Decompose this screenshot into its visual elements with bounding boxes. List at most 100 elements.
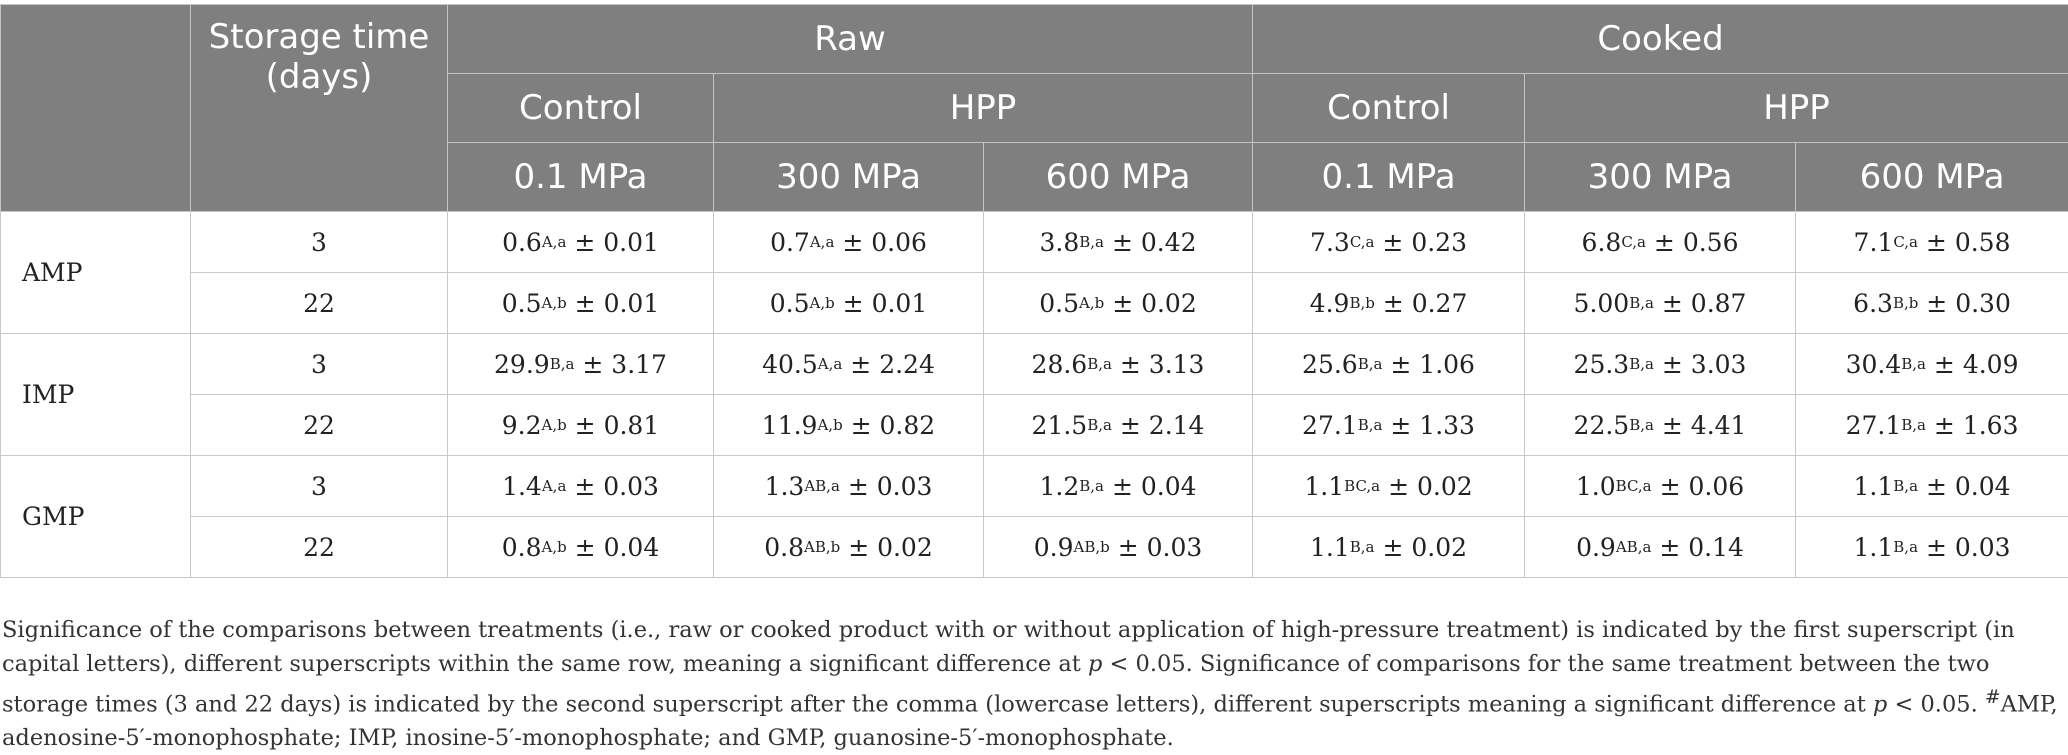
value-cell: 11.9A,b ± 0.82: [714, 395, 984, 456]
significance-superscript: A,b: [1079, 294, 1104, 312]
significance-superscript: C,a: [1621, 233, 1646, 251]
header-raw-300mpa: 300 MPa: [714, 143, 984, 212]
std-error: ± 0.23: [1382, 228, 1467, 257]
mean-value: 0.9: [1576, 533, 1616, 562]
value-cell: 0.6A,a ± 0.01: [448, 212, 714, 273]
std-error: ± 0.01: [574, 228, 659, 257]
value-cell: 1.2B,a ± 0.04: [984, 456, 1253, 517]
std-error: ± 0.02: [1382, 533, 1467, 562]
value-cell: 1.1B,a ± 0.03: [1796, 517, 2068, 578]
std-error: ± 0.82: [851, 411, 936, 440]
value-cell: 1.1BC,a ± 0.02: [1253, 456, 1525, 517]
value-cell: 25.6B,a ± 1.06: [1253, 334, 1525, 395]
std-error: ± 0.81: [575, 411, 660, 440]
std-error: ± 0.01: [843, 289, 928, 318]
mean-value: 1.1: [1310, 533, 1350, 562]
mean-value: 1.4: [502, 472, 542, 501]
mean-value: 3.8: [1040, 228, 1080, 257]
footnote-text-3: < 0.05.: [1887, 691, 1985, 717]
significance-superscript: BC,a: [1616, 477, 1652, 495]
significance-superscript: B,a: [1358, 416, 1383, 434]
value-cell: 1.1B,a ± 0.04: [1796, 456, 2068, 517]
mean-value: 9.2: [502, 411, 542, 440]
storage-time-cell: 3: [191, 456, 448, 517]
storage-time-cell: 22: [191, 517, 448, 578]
mean-value: 29.9: [494, 350, 550, 379]
value-cell: 6.8C,a ± 0.56: [1525, 212, 1796, 273]
significance-superscript: B,a: [1629, 416, 1654, 434]
std-error: ± 0.02: [848, 533, 933, 562]
mean-value: 0.5: [1039, 289, 1079, 318]
std-error: ± 0.27: [1383, 289, 1468, 318]
std-error: ± 3.13: [1120, 350, 1205, 379]
mean-value: 7.1: [1854, 228, 1894, 257]
significance-superscript: B,a: [1358, 355, 1383, 373]
significance-superscript: A,a: [810, 233, 835, 251]
mean-value: 1.1: [1854, 472, 1894, 501]
mean-value: 11.9: [762, 411, 818, 440]
significance-superscript: A,b: [542, 294, 567, 312]
header-cooked: Cooked: [1253, 5, 2068, 74]
std-error: ± 0.03: [1926, 533, 2011, 562]
std-error: ± 0.03: [574, 472, 659, 501]
header-raw: Raw: [448, 5, 1253, 74]
std-error: ± 1.63: [1934, 411, 2019, 440]
value-cell: 27.1B,a ± 1.33: [1253, 395, 1525, 456]
std-error: ± 3.17: [582, 350, 667, 379]
std-error: ± 0.14: [1659, 533, 1744, 562]
header-storage-time: Storage time (days): [191, 5, 448, 212]
std-error: ± 0.03: [848, 472, 933, 501]
std-error: ± 1.06: [1390, 350, 1475, 379]
significance-superscript: AB,b: [1074, 538, 1110, 556]
mean-value: 1.1: [1854, 533, 1894, 562]
significance-superscript: A,b: [542, 416, 567, 434]
mean-value: 4.9: [1310, 289, 1350, 318]
header-cooked-600mpa: 600 MPa: [1796, 143, 2068, 212]
value-cell: 0.5A,b ± 0.02: [984, 273, 1253, 334]
std-error: ± 0.30: [1926, 289, 2011, 318]
value-cell: 6.3B,b ± 0.30: [1796, 273, 2068, 334]
value-cell: 1.0BC,a ± 0.06: [1525, 456, 1796, 517]
mean-value: 28.6: [1032, 350, 1088, 379]
header-cooked-0-1mpa: 0.1 MPa: [1253, 143, 1525, 212]
significance-superscript: A,b: [810, 294, 835, 312]
value-cell: 9.2A,b ± 0.81: [448, 395, 714, 456]
std-error: ± 2.24: [850, 350, 935, 379]
std-error: ± 0.42: [1112, 228, 1197, 257]
value-cell: 25.3B,a ± 3.03: [1525, 334, 1796, 395]
significance-superscript: C,a: [1350, 233, 1375, 251]
header-raw-control: Control: [448, 74, 714, 143]
value-cell: 4.9B,b ± 0.27: [1253, 273, 1525, 334]
significance-superscript: B,a: [1629, 294, 1654, 312]
significance-superscript: B,a: [1350, 538, 1375, 556]
value-cell: 0.9AB,a ± 0.14: [1525, 517, 1796, 578]
mean-value: 1.0: [1576, 472, 1616, 501]
std-error: ± 0.87: [1662, 289, 1747, 318]
std-error: ± 0.02: [1388, 472, 1473, 501]
significance-superscript: AB,a: [804, 477, 840, 495]
compound-label: AMP: [1, 212, 191, 334]
footnote-p-symbol: p: [1873, 691, 1887, 717]
storage-time-cell: 22: [191, 395, 448, 456]
significance-superscript: C,a: [1893, 233, 1918, 251]
mean-value: 6.3: [1853, 289, 1893, 318]
table-footnote: Significance of the comparisons between …: [2, 613, 2062, 755]
mean-value: 25.3: [1574, 350, 1630, 379]
std-error: ± 0.06: [1660, 472, 1745, 501]
std-error: ± 4.09: [1934, 350, 2019, 379]
significance-superscript: A,b: [542, 538, 567, 556]
storage-time-cell: 3: [191, 334, 448, 395]
mean-value: 0.7: [770, 228, 810, 257]
value-cell: 40.5A,a ± 2.24: [714, 334, 984, 395]
value-cell: 0.8AB,b ± 0.02: [714, 517, 984, 578]
value-cell: 0.8A,b ± 0.04: [448, 517, 714, 578]
value-cell: 28.6B,a ± 3.13: [984, 334, 1253, 395]
compound-label: IMP: [1, 334, 191, 456]
significance-superscript: B,a: [1901, 416, 1926, 434]
value-cell: 27.1B,a ± 1.63: [1796, 395, 2068, 456]
header-cooked-hpp: HPP: [1525, 74, 2068, 143]
value-cell: 0.5A,b ± 0.01: [714, 273, 984, 334]
mean-value: 1.2: [1040, 472, 1080, 501]
